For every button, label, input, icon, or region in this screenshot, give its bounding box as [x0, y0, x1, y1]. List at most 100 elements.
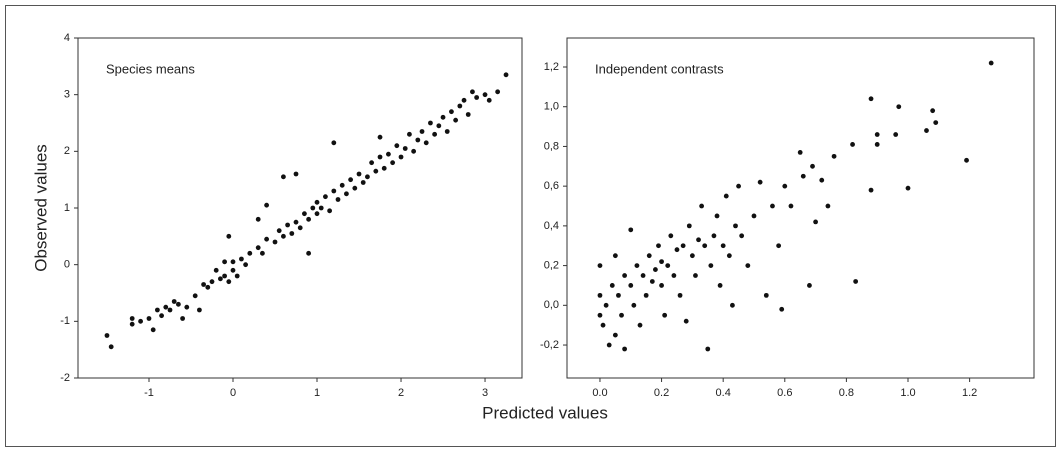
point — [440, 114, 446, 120]
point — [470, 89, 475, 95]
point — [402, 146, 408, 151]
point — [247, 250, 253, 256]
point — [167, 307, 173, 313]
y-tick-label: 3 — [64, 89, 70, 101]
y-tick-label: 0,8 — [544, 140, 559, 152]
y-tick-label: 1,0 — [544, 101, 559, 113]
y-tick-label: 2 — [64, 145, 70, 157]
point — [933, 120, 939, 126]
point — [699, 203, 705, 209]
point — [868, 187, 874, 193]
point — [398, 154, 404, 160]
point — [717, 283, 723, 288]
point — [428, 120, 433, 126]
point — [988, 60, 994, 66]
point — [457, 103, 463, 109]
y-tick-label: 1 — [64, 202, 70, 214]
point — [733, 223, 738, 229]
point — [163, 304, 169, 310]
point — [423, 140, 429, 146]
x-tick-label: 0.2 — [654, 387, 669, 399]
point — [331, 188, 337, 194]
point — [637, 322, 643, 328]
point — [201, 282, 206, 287]
x-tick-label: 0.4 — [716, 387, 731, 399]
y-tick-label: -0,2 — [540, 339, 559, 351]
point — [276, 228, 282, 234]
point — [318, 205, 324, 211]
x-tick-label: -1 — [144, 387, 154, 399]
point — [293, 171, 299, 177]
point — [360, 180, 366, 185]
point — [622, 273, 628, 278]
point — [763, 292, 769, 298]
point — [104, 333, 110, 338]
point — [677, 292, 683, 298]
point — [260, 250, 265, 256]
point — [810, 163, 815, 169]
point — [314, 211, 320, 217]
y-tick-label: 0,4 — [544, 220, 559, 232]
point — [622, 346, 628, 352]
x-tick-label: 0.6 — [777, 387, 792, 399]
point — [323, 194, 328, 200]
point — [239, 256, 244, 262]
point — [662, 312, 668, 318]
point — [503, 72, 509, 78]
point — [739, 233, 745, 239]
point — [782, 183, 788, 189]
point — [449, 109, 454, 115]
point — [352, 185, 358, 191]
point — [628, 283, 634, 288]
point — [171, 299, 177, 304]
point — [264, 202, 270, 208]
y-tick-label: -2 — [60, 372, 70, 384]
point — [154, 307, 160, 313]
point — [394, 143, 400, 149]
point — [482, 92, 488, 98]
point — [436, 123, 442, 129]
point — [335, 197, 341, 202]
point — [108, 344, 114, 350]
point — [281, 233, 286, 239]
x-axis-label: Predicted values — [482, 403, 608, 422]
point — [306, 250, 312, 256]
point — [369, 160, 375, 166]
point — [896, 104, 902, 110]
point — [146, 316, 152, 321]
y-tick-label: 4 — [64, 32, 70, 44]
point — [612, 332, 618, 338]
point — [745, 263, 751, 268]
point — [757, 179, 763, 185]
point — [665, 263, 671, 268]
point — [736, 183, 741, 189]
point — [788, 203, 794, 209]
point — [381, 165, 387, 171]
point — [222, 259, 227, 265]
point — [930, 108, 936, 114]
x-tick-label: 3 — [482, 387, 488, 399]
point — [797, 149, 803, 155]
point — [653, 267, 658, 272]
point — [339, 182, 345, 188]
point — [432, 131, 438, 137]
point — [281, 174, 286, 180]
point — [465, 112, 471, 117]
point — [331, 140, 337, 146]
point — [293, 219, 299, 225]
point — [272, 239, 278, 245]
point — [474, 95, 480, 100]
point — [723, 193, 729, 199]
point — [606, 342, 612, 348]
point — [129, 321, 135, 327]
point — [196, 307, 202, 313]
point — [597, 263, 603, 268]
point — [643, 292, 649, 298]
plot-area — [566, 37, 1035, 379]
point — [628, 227, 634, 233]
point — [386, 151, 391, 157]
point — [819, 177, 825, 183]
point — [365, 174, 370, 180]
point — [302, 211, 307, 217]
